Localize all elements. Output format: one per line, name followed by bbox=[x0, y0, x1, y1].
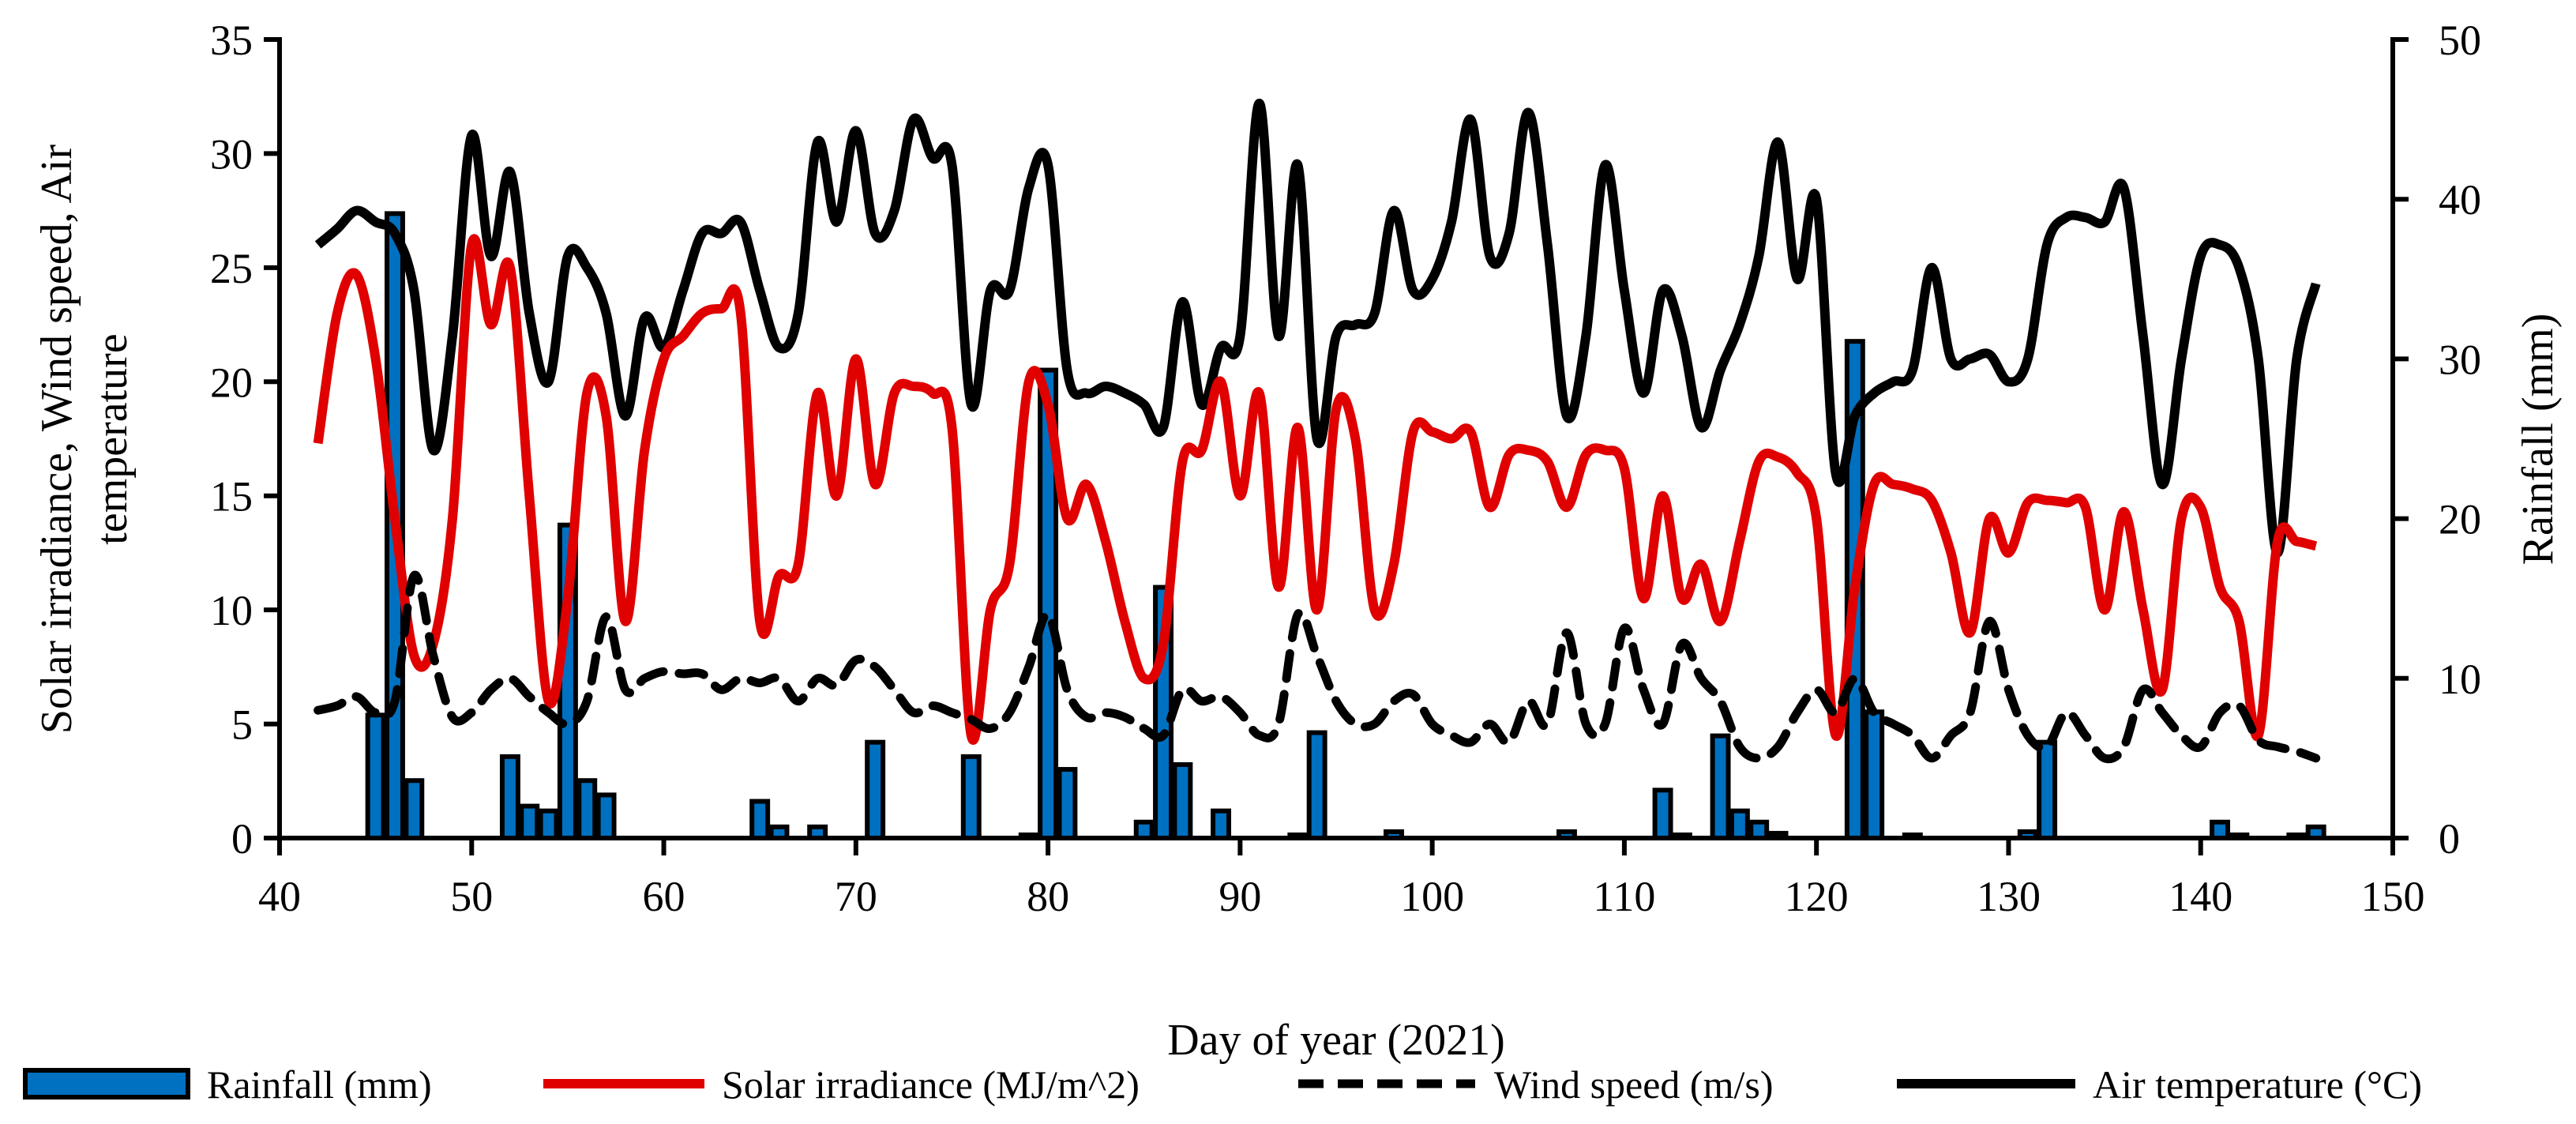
x-tick-label: 110 bbox=[1593, 873, 1655, 920]
tick-labels: 40 50 60 70 80 90 100 110 120 130 140 1500510152025… bbox=[210, 17, 2481, 920]
y-axis-left-title-line2: temperature bbox=[88, 333, 137, 544]
y-right-tick-label: 50 bbox=[2439, 17, 2481, 64]
y-left-tick-label: 20 bbox=[210, 359, 253, 406]
legend-solar-label: Solar irradiance (MJ/m^2) bbox=[722, 1062, 1140, 1107]
y-left-tick-label: 35 bbox=[210, 17, 253, 64]
x-tick-label: 150 bbox=[2361, 873, 2425, 920]
y-left-tick-label: 10 bbox=[210, 587, 253, 634]
y-axis-left-title-line1: Solar irradiance, Wind speed, Air bbox=[32, 145, 81, 735]
x-tick-label: 100 bbox=[1400, 873, 1464, 920]
rainfall-bar bbox=[576, 778, 598, 841]
y-left-tick-label: 15 bbox=[210, 473, 253, 521]
rainfall-bar bbox=[1172, 761, 1193, 840]
rainfall-bar bbox=[365, 712, 386, 841]
rainfall-bar bbox=[499, 754, 520, 840]
x-tick-label: 130 bbox=[1977, 873, 2041, 920]
y-left-tick-label: 30 bbox=[210, 130, 253, 178]
y-axis-right-title: Rainfall (mm) bbox=[2514, 314, 2563, 566]
rainfall-bar bbox=[2210, 819, 2231, 841]
y-right-tick-label: 20 bbox=[2439, 496, 2481, 543]
x-tick-label: 140 bbox=[2169, 873, 2232, 920]
y-right-tick-label: 30 bbox=[2439, 336, 2481, 383]
rainfall-bar bbox=[1133, 819, 1155, 841]
series-lines bbox=[313, 98, 2321, 764]
rainfall-bar bbox=[1211, 808, 1232, 840]
rainfall-bar bbox=[960, 754, 982, 840]
y-left-tick-label: 5 bbox=[231, 701, 253, 749]
y-right-tick-label: 0 bbox=[2439, 815, 2460, 863]
x-tick-label: 80 bbox=[1027, 873, 1069, 920]
legend-airtemp-label: Air temperature (°C) bbox=[2093, 1062, 2422, 1107]
rainfall-bar bbox=[1057, 767, 1078, 841]
rainfall-bar bbox=[1306, 730, 1327, 840]
rainfall-bar bbox=[1748, 819, 1770, 841]
legend-rainfall-label: Rainfall (mm) bbox=[207, 1062, 432, 1107]
rainfall-bar bbox=[1652, 788, 1673, 841]
rainfall-bar bbox=[595, 792, 617, 841]
y-left-tick-label: 25 bbox=[210, 245, 253, 292]
y-right-tick-label: 10 bbox=[2439, 656, 2481, 703]
legend: Rainfall (mm) Solar irradiance (MJ/m^2) … bbox=[23, 1062, 2422, 1107]
rainfall-bar bbox=[1864, 709, 1885, 841]
rainfall-bar bbox=[538, 808, 559, 840]
rainfall-bar bbox=[1710, 733, 1731, 840]
x-tick-label: 120 bbox=[1785, 873, 1849, 920]
x-tick-label: 90 bbox=[1219, 873, 1261, 920]
x-tick-label: 60 bbox=[643, 873, 685, 920]
x-axis-title: Day of year (2021) bbox=[1167, 1016, 1505, 1065]
rainfall-bar bbox=[404, 778, 425, 841]
legend-rainfall-swatch bbox=[23, 1068, 190, 1100]
rainfall-bar bbox=[519, 803, 540, 840]
air-temperature-line bbox=[314, 98, 2321, 558]
x-tick-label: 40 bbox=[258, 873, 301, 920]
axes bbox=[264, 37, 2409, 855]
legend-wind-label: Wind speed (m/s) bbox=[1494, 1062, 1773, 1107]
rainfall-bar bbox=[749, 799, 771, 841]
y-right-tick-label: 40 bbox=[2439, 176, 2481, 224]
rainfall-bar bbox=[865, 739, 886, 840]
x-tick-label: 70 bbox=[835, 873, 877, 920]
rainfall-bar bbox=[2037, 739, 2058, 840]
solar-irradiance-line bbox=[313, 234, 2318, 745]
rainfall-bar bbox=[1729, 808, 1750, 840]
y-left-tick-label: 0 bbox=[231, 815, 253, 863]
x-tick-label: 50 bbox=[450, 873, 493, 920]
